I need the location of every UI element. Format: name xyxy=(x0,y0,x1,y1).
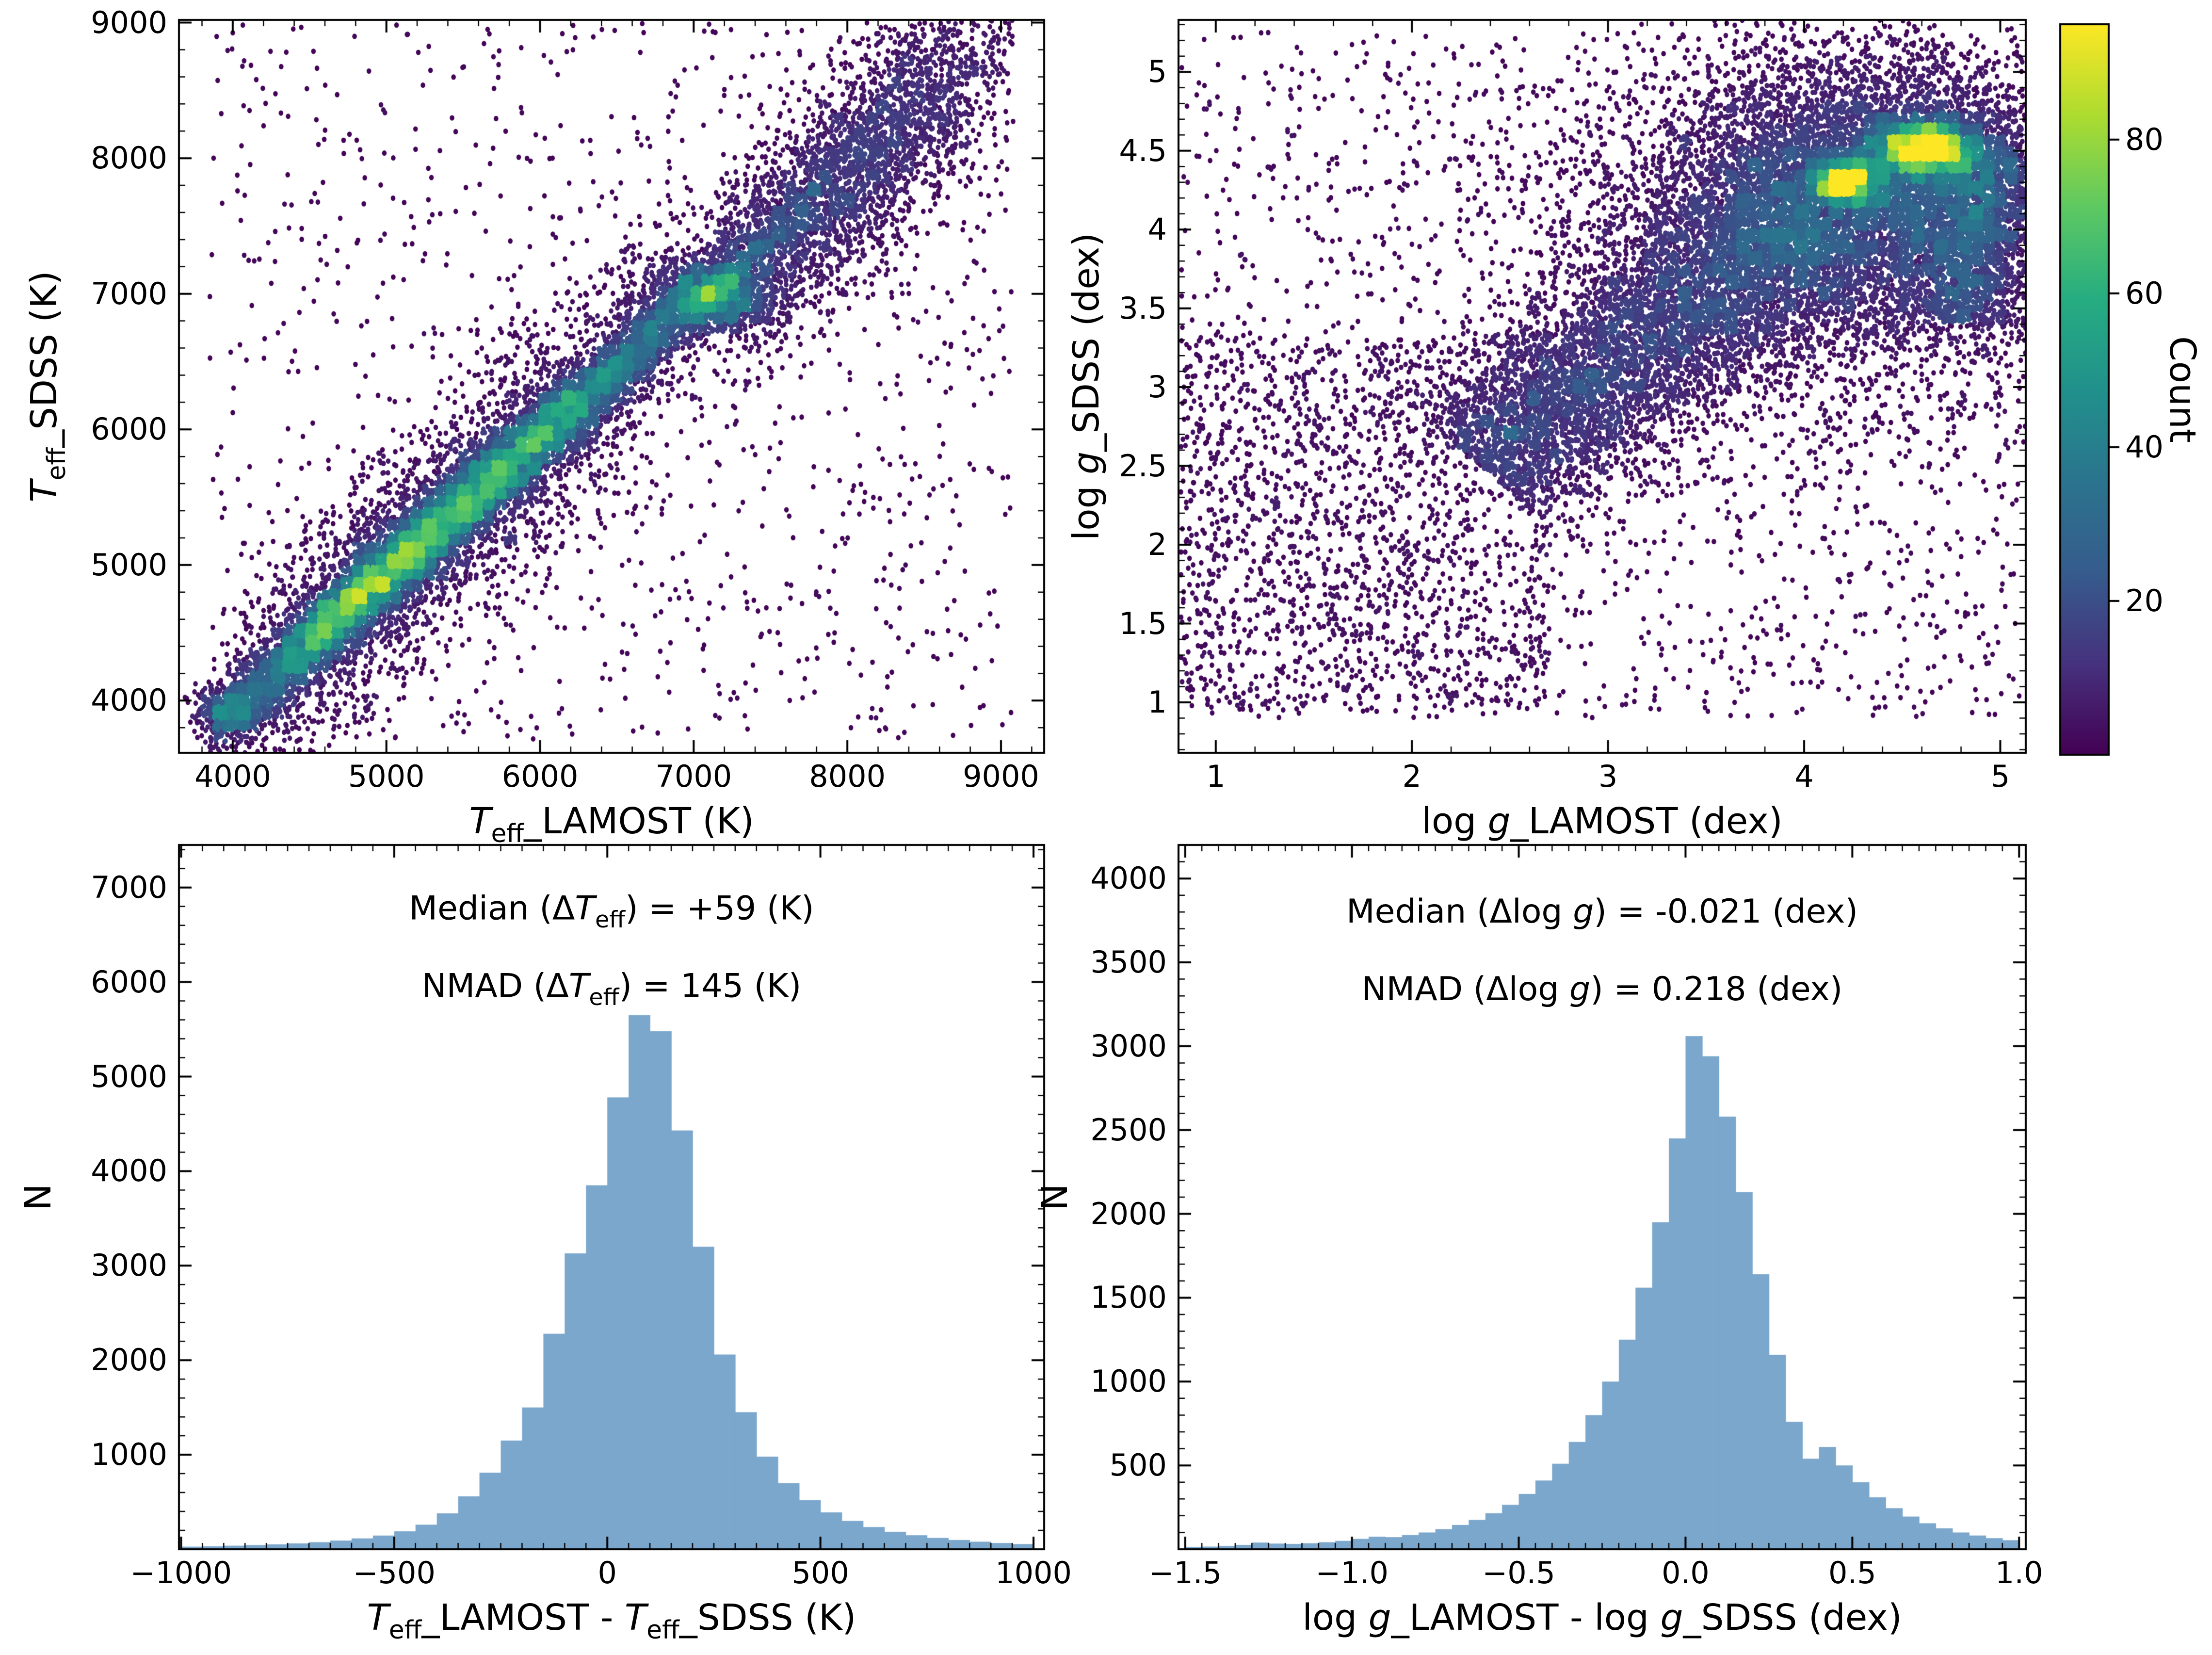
dteff-hist-ytick-2000: 2000 xyxy=(91,1342,167,1378)
dlogg-hist-ytick-1000: 1000 xyxy=(1090,1363,1167,1399)
logg-scatter-xtick-3: 3 xyxy=(1598,759,1618,794)
dteff-hist-annotation-2: NMAD (ΔTeff) = 145 (K) xyxy=(421,967,802,1011)
logg-scatter-ytick-3: 3 xyxy=(1147,369,1167,405)
teff-scatter-ytick-7000: 7000 xyxy=(91,276,167,311)
teff-scatter-xtick-8000: 8000 xyxy=(809,759,886,794)
teff-scatter-xtick-4000: 4000 xyxy=(194,759,271,794)
teff-scatter-ylabel: Teff_SDSS (K) xyxy=(23,270,72,503)
logg-scatter-xtick-5: 5 xyxy=(1990,759,2010,794)
dteff-hist-ytick-6000: 6000 xyxy=(91,964,167,1000)
teff-scatter-xlabel: Teff_LAMOST (K) xyxy=(469,800,754,849)
teff-scatter-ytick-8000: 8000 xyxy=(91,140,167,176)
dlogg-hist-xtick-−1.0: −1.0 xyxy=(1315,1555,1389,1590)
logg-scatter-xtick-4: 4 xyxy=(1794,759,1814,794)
colorbar-tick-80: 80 xyxy=(2125,121,2164,157)
teff-scatter-ytick-5000: 5000 xyxy=(91,547,167,583)
logg-scatter-xtick-2: 2 xyxy=(1402,759,1421,794)
logg-scatter-ytick-2.5: 2.5 xyxy=(1119,448,1167,484)
dteff-hist-xtick-−1000: −1000 xyxy=(130,1555,232,1590)
teff-scatter-xtick-7000: 7000 xyxy=(655,759,732,794)
logg-scatter-xtick-1: 1 xyxy=(1206,759,1226,794)
dlogg-hist-xlabel: log g_LAMOST - log g_SDSS (dex) xyxy=(1302,1597,1902,1639)
logg-scatter-ytick-3.5: 3.5 xyxy=(1119,290,1167,326)
dlogg-hist-ytick-1500: 1500 xyxy=(1090,1280,1167,1315)
colorbar-tick-20: 20 xyxy=(2125,583,2164,618)
dlogg-hist-ytick-4000: 4000 xyxy=(1090,860,1167,896)
dteff-hist-xtick-0: 0 xyxy=(597,1555,617,1590)
logg-scatter-ytick-1.5: 1.5 xyxy=(1119,605,1167,641)
teff-scatter-ytick-4000: 4000 xyxy=(91,682,167,718)
teff-scatter-ytick-9000: 9000 xyxy=(91,4,167,40)
dteff-hist-xtick-1000: 1000 xyxy=(995,1555,1072,1590)
dteff-hist-xlabel: Teff_LAMOST - Teff_SDSS (K) xyxy=(367,1597,856,1645)
dlogg-hist-xtick-0.5: 0.5 xyxy=(1828,1555,1876,1590)
dteff-hist-ytick-3000: 3000 xyxy=(91,1248,167,1283)
dlogg-hist-xtick-−0.5: −0.5 xyxy=(1482,1555,1555,1590)
dlogg-hist-xtick-1.0: 1.0 xyxy=(1995,1555,2043,1590)
logg-scatter-ylabel: log g_SDSS (dex) xyxy=(1066,232,1107,540)
colorbar-label: Count xyxy=(2162,336,2203,443)
logg-scatter-ytick-4.5: 4.5 xyxy=(1119,132,1167,168)
dlogg-hist-ylabel: N xyxy=(1034,1184,1076,1211)
dteff-hist-ytick-4000: 4000 xyxy=(91,1153,167,1189)
teff-scatter-ytick-6000: 6000 xyxy=(91,411,167,447)
dlogg-hist-ytick-500: 500 xyxy=(1109,1447,1167,1483)
dteff-hist-xtick-500: 500 xyxy=(791,1555,849,1590)
dteff-hist-ylabel: N xyxy=(17,1184,59,1211)
colorbar-tick-40: 40 xyxy=(2125,429,2164,465)
logg-scatter-ytick-4: 4 xyxy=(1147,211,1167,247)
dlogg-hist-ytick-2000: 2000 xyxy=(1090,1196,1167,1232)
teff-scatter-xtick-6000: 6000 xyxy=(501,759,579,794)
dteff-hist-ytick-1000: 1000 xyxy=(91,1437,167,1473)
teff-scatter-xtick-5000: 5000 xyxy=(348,759,425,794)
logg-scatter-ytick-2: 2 xyxy=(1147,527,1167,563)
dlogg-hist-xtick-0.0: 0.0 xyxy=(1662,1555,1710,1590)
dteff-hist-ytick-5000: 5000 xyxy=(91,1058,167,1094)
dlogg-hist-xtick-−1.5: −1.5 xyxy=(1148,1555,1222,1590)
dteff-hist-xtick-−500: −500 xyxy=(353,1555,436,1590)
dteff-hist-annotation-1: Median (ΔTeff) = +59 (K) xyxy=(409,889,814,933)
logg-scatter-ytick-5: 5 xyxy=(1147,54,1167,90)
dteff-hist-ytick-7000: 7000 xyxy=(91,869,167,905)
dlogg-hist-ytick-2500: 2500 xyxy=(1090,1112,1167,1148)
logg-scatter-ytick-1: 1 xyxy=(1147,684,1167,720)
dlogg-hist-annotation-1: Median (Δlog g) = -0.021 (dex) xyxy=(1346,892,1858,931)
logg-scatter-xlabel: log g_LAMOST (dex) xyxy=(1421,800,1783,842)
dlogg-hist-ytick-3500: 3500 xyxy=(1090,944,1167,980)
dlogg-hist-ytick-3000: 3000 xyxy=(1090,1028,1167,1064)
dlogg-hist-annotation-2: NMAD (Δlog g) = 0.218 (dex) xyxy=(1361,970,1843,1008)
colorbar-tick-60: 60 xyxy=(2125,275,2164,311)
teff-scatter-xtick-9000: 9000 xyxy=(963,759,1039,794)
